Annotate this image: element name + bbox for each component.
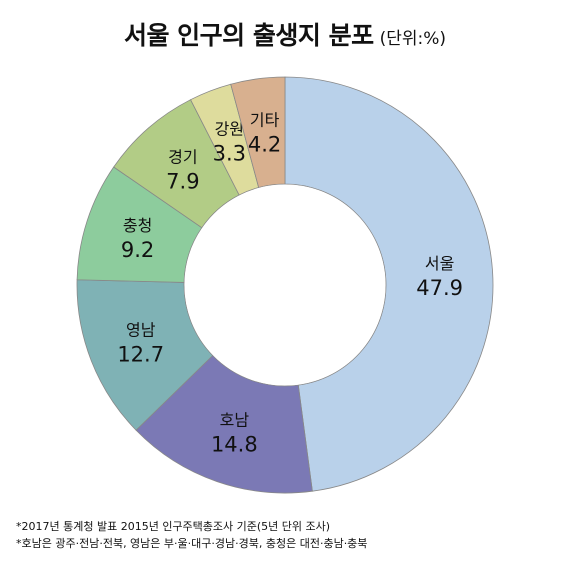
slice-6 [230,76,286,188]
slice-label-3: 충청 [123,216,152,235]
slice-label-2: 영남 [126,321,156,340]
slice-label-5: 강원 [215,119,244,138]
slice-value-4: 7.9 [166,169,199,193]
slice-label-4: 경기 [168,147,197,166]
slice-value-2: 12.7 [117,343,164,367]
chart-title-main: 서울 인구의 출생지 분포 [123,21,374,50]
slice-1 [135,354,313,494]
slice-value-5: 3.3 [213,141,246,165]
slice-value-1: 14.8 [211,432,258,456]
slice-label-1: 호남 [220,410,250,429]
chart-unit: (단위:%) [379,29,447,49]
slice-value-6: 4.2 [248,132,281,156]
slice-label-6: 기타 [250,110,280,129]
donut-hole [184,184,386,386]
footnote-regions: *호남은 광주·전남·전북, 영남은 부·울·대구·경남·경북, 충청은 대전·… [16,537,368,550]
chart-title: 서울 인구의 출생지 분포 (단위:%) [0,16,570,52]
slice-label-0: 서울 [425,254,454,273]
slice-value-0: 47.9 [416,276,463,300]
footnotes: *2017년 통계청 발표 2015년 인구주택총조사 기준(5년 단위 조사)… [16,518,367,552]
slice-0 [284,76,494,492]
slice-value-3: 9.2 [121,238,154,262]
footnote-source: *2017년 통계청 발표 2015년 인구주택총조사 기준(5년 단위 조사) [16,520,331,533]
